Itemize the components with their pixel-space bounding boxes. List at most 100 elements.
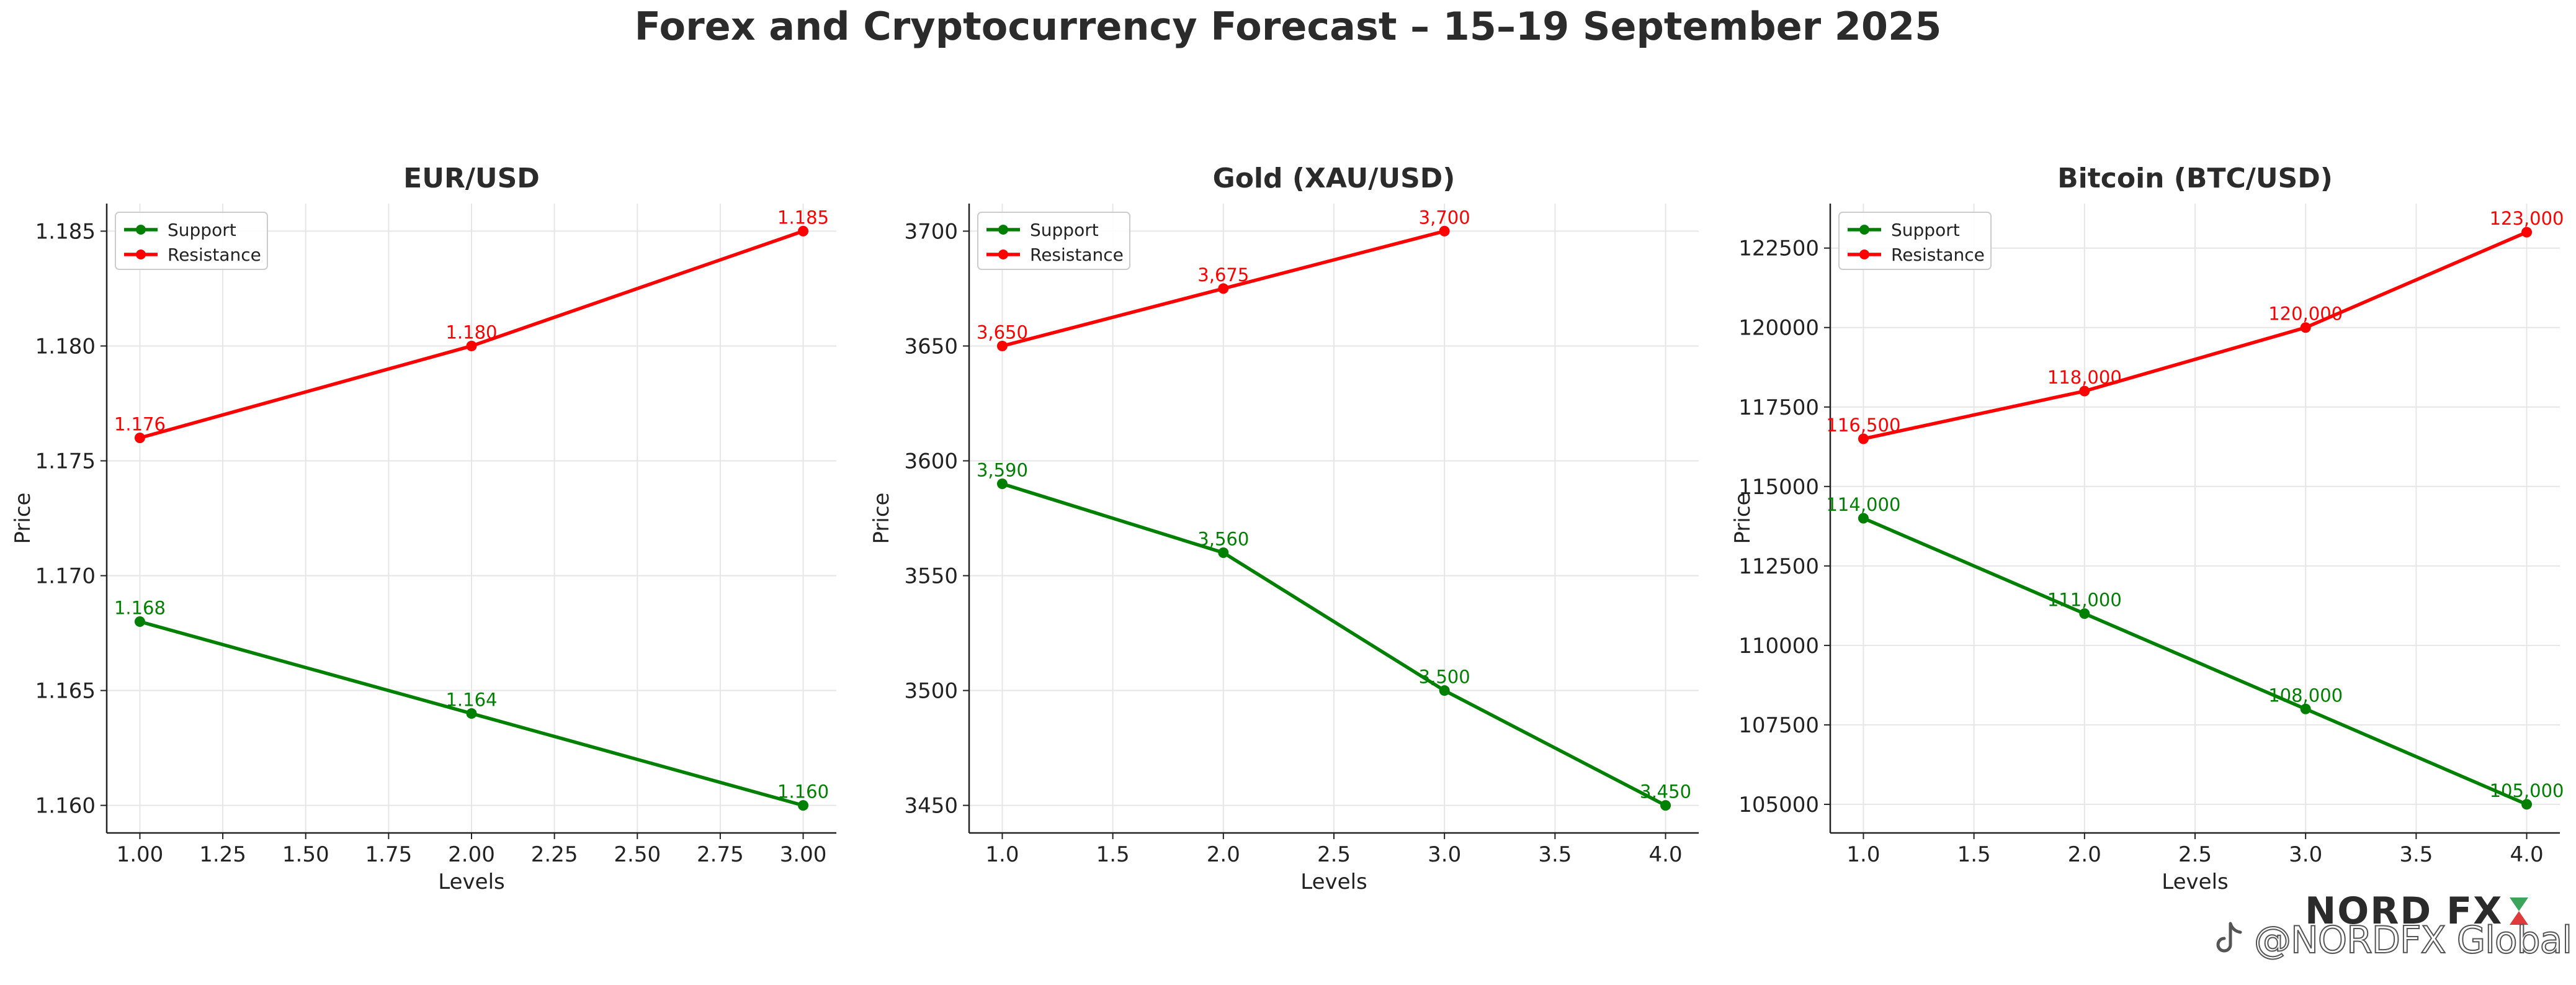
x-tick-label: 1.0 xyxy=(1846,842,1880,867)
data-label-support: 3,590 xyxy=(977,459,1028,480)
data-label-resistance: 120,000 xyxy=(2268,304,2343,325)
x-tick-label: 2.00 xyxy=(448,842,495,867)
x-axis-label: Levels xyxy=(2162,870,2228,894)
y-tick-label: 1.165 xyxy=(35,679,96,704)
x-tick-label: 4.0 xyxy=(2510,842,2544,867)
y-tick-label: 3450 xyxy=(904,794,958,819)
data-point-resistance xyxy=(1439,225,1450,236)
x-tick-label: 1.5 xyxy=(1096,842,1130,867)
x-tick-label: 2.50 xyxy=(614,842,661,867)
data-point-resistance xyxy=(2079,385,2090,397)
legend-label-support: Support xyxy=(1030,220,1099,240)
y-tick-label: 117500 xyxy=(1738,395,1819,420)
data-label-support: 105,000 xyxy=(2490,780,2564,801)
y-tick-label: 110000 xyxy=(1738,634,1819,659)
x-axis-label: Levels xyxy=(1300,870,1367,894)
data-label-resistance: 118,000 xyxy=(2047,367,2122,388)
chart-panel-2: 1.0 1.5 2.0 2.5 3.0 3.5 4.0 3450 3500 3550 3600 365… xyxy=(869,163,1699,894)
legend-swatch-marker xyxy=(1859,250,1869,259)
logo-accent-red xyxy=(2510,911,2528,925)
data-label-resistance: 3,700 xyxy=(1419,207,1470,228)
y-tick-label: 105000 xyxy=(1738,793,1819,817)
data-label-resistance: 1.180 xyxy=(445,322,497,343)
y-tick-label: 107500 xyxy=(1738,713,1819,738)
data-point-resistance xyxy=(798,225,809,236)
logo-accent-green xyxy=(2510,897,2528,911)
y-tick-label: 1.160 xyxy=(35,794,96,819)
y-tick-label: 1.175 xyxy=(35,449,96,474)
y-axis-label: Price xyxy=(1730,493,1755,544)
chart-panel-1: 1.00 1.25 1.50 1.75 2.00 2.25 2.50 2.75 3.00 1.16… xyxy=(11,163,836,894)
y-tick-label: 3700 xyxy=(904,219,958,244)
chart-panel-3: 1.0 1.5 2.0 2.5 3.0 3.5 4.0 105000 107500 110000 1… xyxy=(1730,163,2564,894)
data-point-resistance xyxy=(1218,283,1229,294)
y-axis-label: Price xyxy=(869,493,894,544)
series-line-resistance xyxy=(1863,230,2528,441)
data-label-support: 3,560 xyxy=(1197,529,1249,550)
data-label-resistance: 1.176 xyxy=(114,413,166,434)
x-tick-label: 1.50 xyxy=(282,842,329,867)
data-label-support: 1.168 xyxy=(114,598,166,619)
legend-label-resistance: Resistance xyxy=(1891,245,1985,265)
x-tick-label: 3.0 xyxy=(1428,842,1461,867)
data-label-support: 108,000 xyxy=(2268,685,2343,706)
legend-label-resistance: Resistance xyxy=(1030,245,1124,265)
y-tick-label: 3500 xyxy=(904,679,958,704)
y-tick-label: 1.170 xyxy=(35,564,96,589)
legend-label-support: Support xyxy=(168,220,236,240)
data-point-support xyxy=(134,616,145,627)
y-tick-label: 3550 xyxy=(904,564,958,589)
x-tick-label: 1.75 xyxy=(365,842,413,867)
watermark: NORD FX @NORDFX Global xyxy=(2206,893,2573,973)
data-point-resistance xyxy=(466,340,477,351)
data-point-resistance xyxy=(2300,322,2311,333)
data-point-support xyxy=(2521,799,2533,810)
data-point-support xyxy=(2079,608,2090,619)
data-label-support: 1.160 xyxy=(777,781,829,803)
chart-title: Bitcoin (BTC/USD) xyxy=(2057,163,2333,194)
legend-label-support: Support xyxy=(1891,220,1960,240)
x-tick-label: 2.0 xyxy=(2068,842,2101,867)
data-label-resistance: 3,675 xyxy=(1197,264,1249,286)
data-point-resistance xyxy=(996,340,1008,351)
data-label-resistance: 3,650 xyxy=(977,322,1028,343)
legend-swatch-marker xyxy=(998,250,1008,259)
x-axis-label: Levels xyxy=(438,870,504,894)
y-axis-label: Price xyxy=(11,493,35,544)
data-point-support xyxy=(1439,685,1450,696)
chart-title: EUR/USD xyxy=(403,163,540,194)
y-tick-label: 112500 xyxy=(1738,554,1819,579)
data-label-support: 3,450 xyxy=(1640,781,1691,803)
data-point-resistance xyxy=(134,432,145,443)
y-tick-label: 1.185 xyxy=(35,219,96,244)
legend-swatch-marker xyxy=(1859,225,1869,235)
main-title: Forex and Cryptocurrency Forecast – 15–1… xyxy=(634,4,1942,49)
x-tick-label: 4.0 xyxy=(1649,842,1683,867)
tiktok-icon xyxy=(2216,922,2242,953)
legend: Support Resistance xyxy=(115,212,268,270)
data-point-support xyxy=(1858,513,1869,524)
x-tick-label: 2.75 xyxy=(697,842,744,867)
data-point-support xyxy=(2300,703,2311,714)
legend-swatch-marker xyxy=(136,250,146,259)
chart-title: Gold (XAU/USD) xyxy=(1213,163,1456,194)
data-label-support: 3,500 xyxy=(1419,667,1470,688)
series-line-support xyxy=(1001,482,1666,807)
data-point-support xyxy=(798,800,809,811)
y-tick-label: 122500 xyxy=(1738,236,1819,261)
data-label-resistance: 123,000 xyxy=(2490,208,2564,229)
x-tick-label: 2.5 xyxy=(1317,842,1351,867)
legend-swatch-marker xyxy=(136,225,146,235)
x-tick-label: 3.0 xyxy=(2289,842,2322,867)
data-label-support: 114,000 xyxy=(1826,494,1900,515)
data-point-support xyxy=(1660,800,1671,811)
data-point-resistance xyxy=(2521,227,2533,238)
x-tick-label: 3.5 xyxy=(2399,842,2433,867)
data-point-resistance xyxy=(1858,433,1869,444)
x-tick-label: 2.5 xyxy=(2178,842,2212,867)
legend-swatch-marker xyxy=(998,225,1008,235)
y-tick-label: 120000 xyxy=(1738,316,1819,341)
nordfx-logo: NORD FX xyxy=(2305,893,2528,930)
x-tick-label: 1.00 xyxy=(117,842,164,867)
